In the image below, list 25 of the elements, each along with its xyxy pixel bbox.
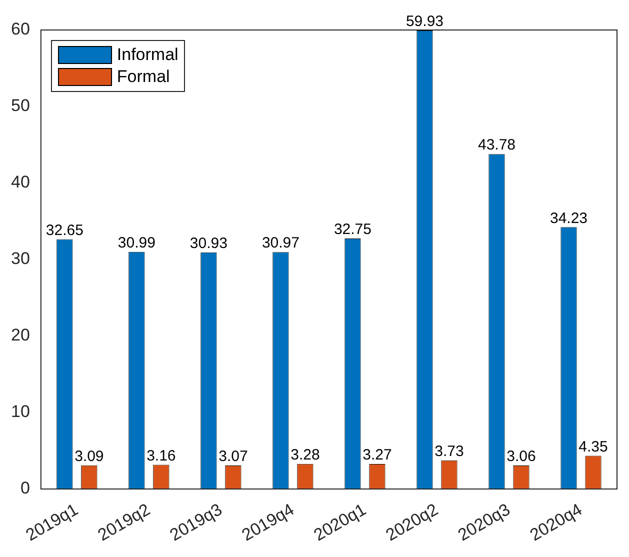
data-label: 3.07 (218, 448, 248, 466)
data-label: 59.93 (406, 13, 444, 30)
data-label: 3.16 (146, 447, 176, 464)
y-tick-label: 20 (10, 326, 30, 345)
data-label: 43.78 (478, 136, 516, 154)
legend-label: Formal (116, 66, 170, 88)
data-label: 3.73 (434, 443, 464, 460)
data-label: 4.35 (578, 438, 608, 456)
data-label: 3.27 (362, 446, 392, 464)
data-label: 30.99 (118, 234, 156, 252)
y-tick-label: 60 (10, 20, 30, 39)
data-label: 30.93 (190, 235, 228, 252)
y-tick-label: 30 (10, 249, 30, 268)
data-label: 3.06 (506, 448, 536, 466)
data-label: 34.23 (550, 210, 588, 227)
data-label: 32.75 (334, 221, 372, 238)
data-label: 3.28 (290, 446, 320, 464)
data-label: 3.09 (74, 448, 104, 465)
y-tick-label: 10 (10, 402, 30, 422)
y-tick-label: 50 (10, 96, 30, 116)
data-label: 32.65 (46, 222, 84, 239)
y-tick-label: 40 (10, 172, 30, 192)
y-tick-label: 0 (20, 478, 30, 498)
legend-label: Informal (116, 44, 178, 66)
data-label: 30.97 (262, 234, 300, 252)
